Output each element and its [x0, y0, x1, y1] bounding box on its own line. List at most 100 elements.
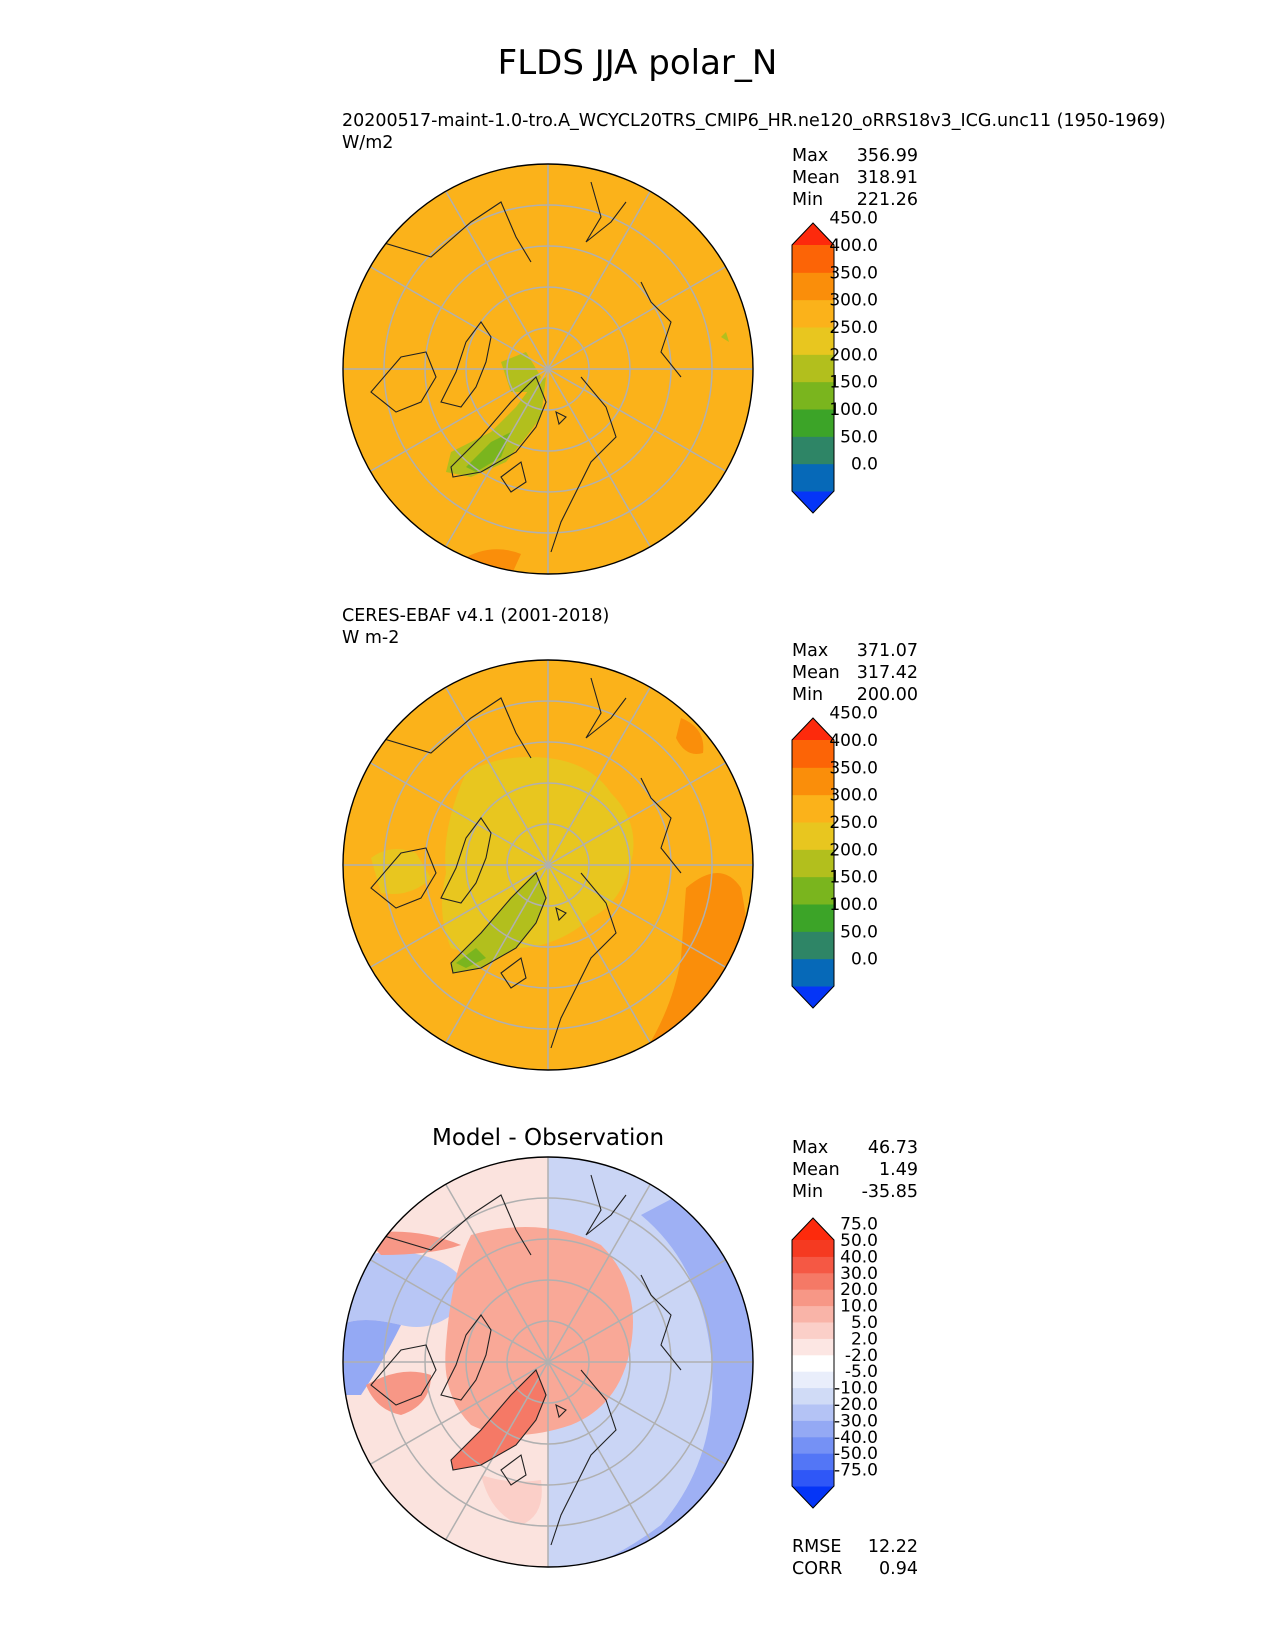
colorbar-upper-extension — [792, 718, 834, 740]
colorbar-segment — [792, 1272, 834, 1290]
stat-min-label: Min — [792, 190, 824, 210]
panel-3-stats: Max 46.73 Mean 1.49 Min -35.85 — [792, 1137, 918, 1203]
panel-2-stats: Max 371.07 Mean 317.42 Min 200.00 — [792, 640, 918, 706]
colorbar-segment — [792, 876, 834, 905]
colorbar-tick-label: 250.0 — [829, 318, 878, 338]
stat-mean-label: Mean — [792, 168, 840, 188]
colorbar-tick-label: 30.0 — [840, 1264, 878, 1284]
observation-polar-map — [342, 659, 754, 1071]
colorbar-tick-label: 75.0 — [840, 1215, 878, 1235]
colorbar-segment — [792, 1354, 834, 1372]
colorbar-tick-label: 50.0 — [840, 922, 878, 942]
colorbar-segment — [792, 794, 834, 823]
colorbar-tick-label: -5.0 — [845, 1362, 878, 1382]
rmse-value: 12.22 — [867, 1537, 918, 1557]
corr-label: CORR — [792, 1559, 843, 1579]
colorbar-segment — [792, 1404, 834, 1421]
colorbar-lower-extension — [792, 986, 834, 1008]
colorbar-segment — [792, 1289, 834, 1307]
panel-1-title: 20200517-maint-1.0-tro.A_WCYCL20TRS_CMIP… — [342, 110, 1166, 154]
colorbar-segment — [792, 1322, 834, 1339]
stat-min-value: 200.00 — [856, 685, 918, 705]
colorbar-lower-extension — [792, 491, 834, 513]
colorbar-segment — [792, 409, 834, 437]
panel-2-title-text: CERES-EBAF v4.1 (2001-2018) — [342, 606, 610, 626]
difference-colorbar: -75.0-50.0-40.0-30.0-20.0-10.0-5.0-2.02.… — [791, 1215, 878, 1509]
colorbar-segment — [792, 299, 834, 328]
colorbar-tick-label: -30.0 — [834, 1411, 878, 1431]
colorbar-segment — [792, 463, 834, 492]
panel-1-title-text: 20200517-maint-1.0-tro.A_WCYCL20TRS_CMIP… — [342, 111, 1166, 131]
colorbar-tick-label: 100.0 — [829, 895, 878, 915]
panel-2-units: W m-2 — [342, 628, 400, 648]
colorbar-tick-label: -40.0 — [834, 1428, 878, 1448]
stat-min-value: -35.85 — [861, 1182, 918, 1202]
colorbar-segment — [792, 1305, 834, 1323]
colorbar-tick-label: 200.0 — [829, 840, 878, 860]
stat-mean-value: 1.49 — [879, 1160, 918, 1180]
colorbar-segment — [792, 327, 834, 355]
colorbar-tick-label: 20.0 — [840, 1280, 878, 1300]
colorbar-segment — [792, 272, 834, 301]
colorbar-segment — [792, 822, 834, 850]
colorbar-segment — [792, 354, 834, 383]
colorbar-segment — [792, 931, 834, 960]
stat-max-value: 46.73 — [867, 1138, 918, 1158]
stat-min-value: 221.26 — [856, 190, 918, 210]
stat-max-label: Max — [792, 1138, 829, 1158]
colorbar-segment — [792, 1420, 834, 1438]
colorbar-tick-label: 150.0 — [829, 373, 878, 393]
colorbar-segment — [792, 1453, 834, 1471]
colorbar-segment — [792, 849, 834, 878]
colorbar-tick-label: 400.0 — [829, 236, 878, 256]
colorbar-tick-label: 40.0 — [840, 1247, 878, 1267]
colorbar-tick-label: 350.0 — [829, 263, 878, 283]
colorbar-tick-label: 0.0 — [851, 950, 878, 970]
colorbar-segment — [792, 1371, 834, 1389]
stat-mean-value: 318.91 — [856, 168, 918, 188]
colorbar-lower-extension — [792, 1486, 834, 1508]
colorbar-tick-label: 150.0 — [829, 868, 878, 888]
colorbar-tick-label: 10.0 — [840, 1297, 878, 1317]
colorbar-tick-label: 50.0 — [840, 1231, 878, 1251]
colorbar-tick-label: 350.0 — [829, 758, 878, 778]
colorbar-segment — [792, 740, 834, 768]
difference-polar-map — [342, 1156, 754, 1568]
colorbar-segment — [792, 1256, 834, 1274]
colorbar-tick-label: -20.0 — [834, 1395, 878, 1415]
panel-3-metrics: RMSE 12.22 CORR 0.94 — [792, 1536, 918, 1580]
stat-max-value: 371.07 — [856, 641, 918, 661]
stat-max-value: 356.99 — [856, 146, 918, 166]
colorbar-segment — [792, 1240, 834, 1257]
panel-1-stats: Max 356.99 Mean 318.91 Min 221.26 — [792, 145, 918, 211]
observation-colorbar: 0.0 50.0 100.0 150.0 200.0 250.0 300.0 350.0 400… — [791, 704, 878, 1009]
colorbar-segment — [792, 436, 834, 465]
panel-2-title: CERES-EBAF v4.1 (2001-2018) W m-2 — [342, 605, 609, 649]
colorbar-segment — [792, 1387, 834, 1405]
stat-max-label: Max — [792, 641, 829, 661]
colorbar-tick-label: 5.0 — [851, 1313, 878, 1333]
colorbar-tick-label: 400.0 — [829, 731, 878, 751]
colorbar-tick-label: 200.0 — [829, 345, 878, 365]
colorbar-segment — [792, 904, 834, 932]
colorbar-tick-label: 300.0 — [829, 786, 878, 806]
colorbar-tick-label: 450.0 — [829, 209, 878, 229]
rmse-label: RMSE — [792, 1537, 842, 1557]
colorbar-tick-label: -50.0 — [834, 1444, 878, 1464]
colorbar-tick-label: 300.0 — [829, 291, 878, 311]
colorbar-segment — [792, 958, 834, 987]
panel-1-units: W/m2 — [342, 133, 394, 153]
colorbar-segment — [792, 1436, 834, 1454]
stat-mean-label: Mean — [792, 1160, 840, 1180]
colorbar-tick-label: 50.0 — [840, 427, 878, 447]
colorbar-tick-label: 100.0 — [829, 400, 878, 420]
colorbar-segment — [792, 767, 834, 796]
stat-mean-value: 317.42 — [856, 663, 918, 683]
colorbar-tick-label: 250.0 — [829, 813, 878, 833]
colorbar-tick-label: -10.0 — [834, 1379, 878, 1399]
colorbar-segment — [792, 381, 834, 410]
colorbar-tick-label: -75.0 — [834, 1461, 878, 1481]
colorbar-segment — [792, 1338, 834, 1356]
colorbar-tick-label: 0.0 — [851, 455, 878, 475]
colorbar-tick-label: 2.0 — [851, 1329, 878, 1349]
